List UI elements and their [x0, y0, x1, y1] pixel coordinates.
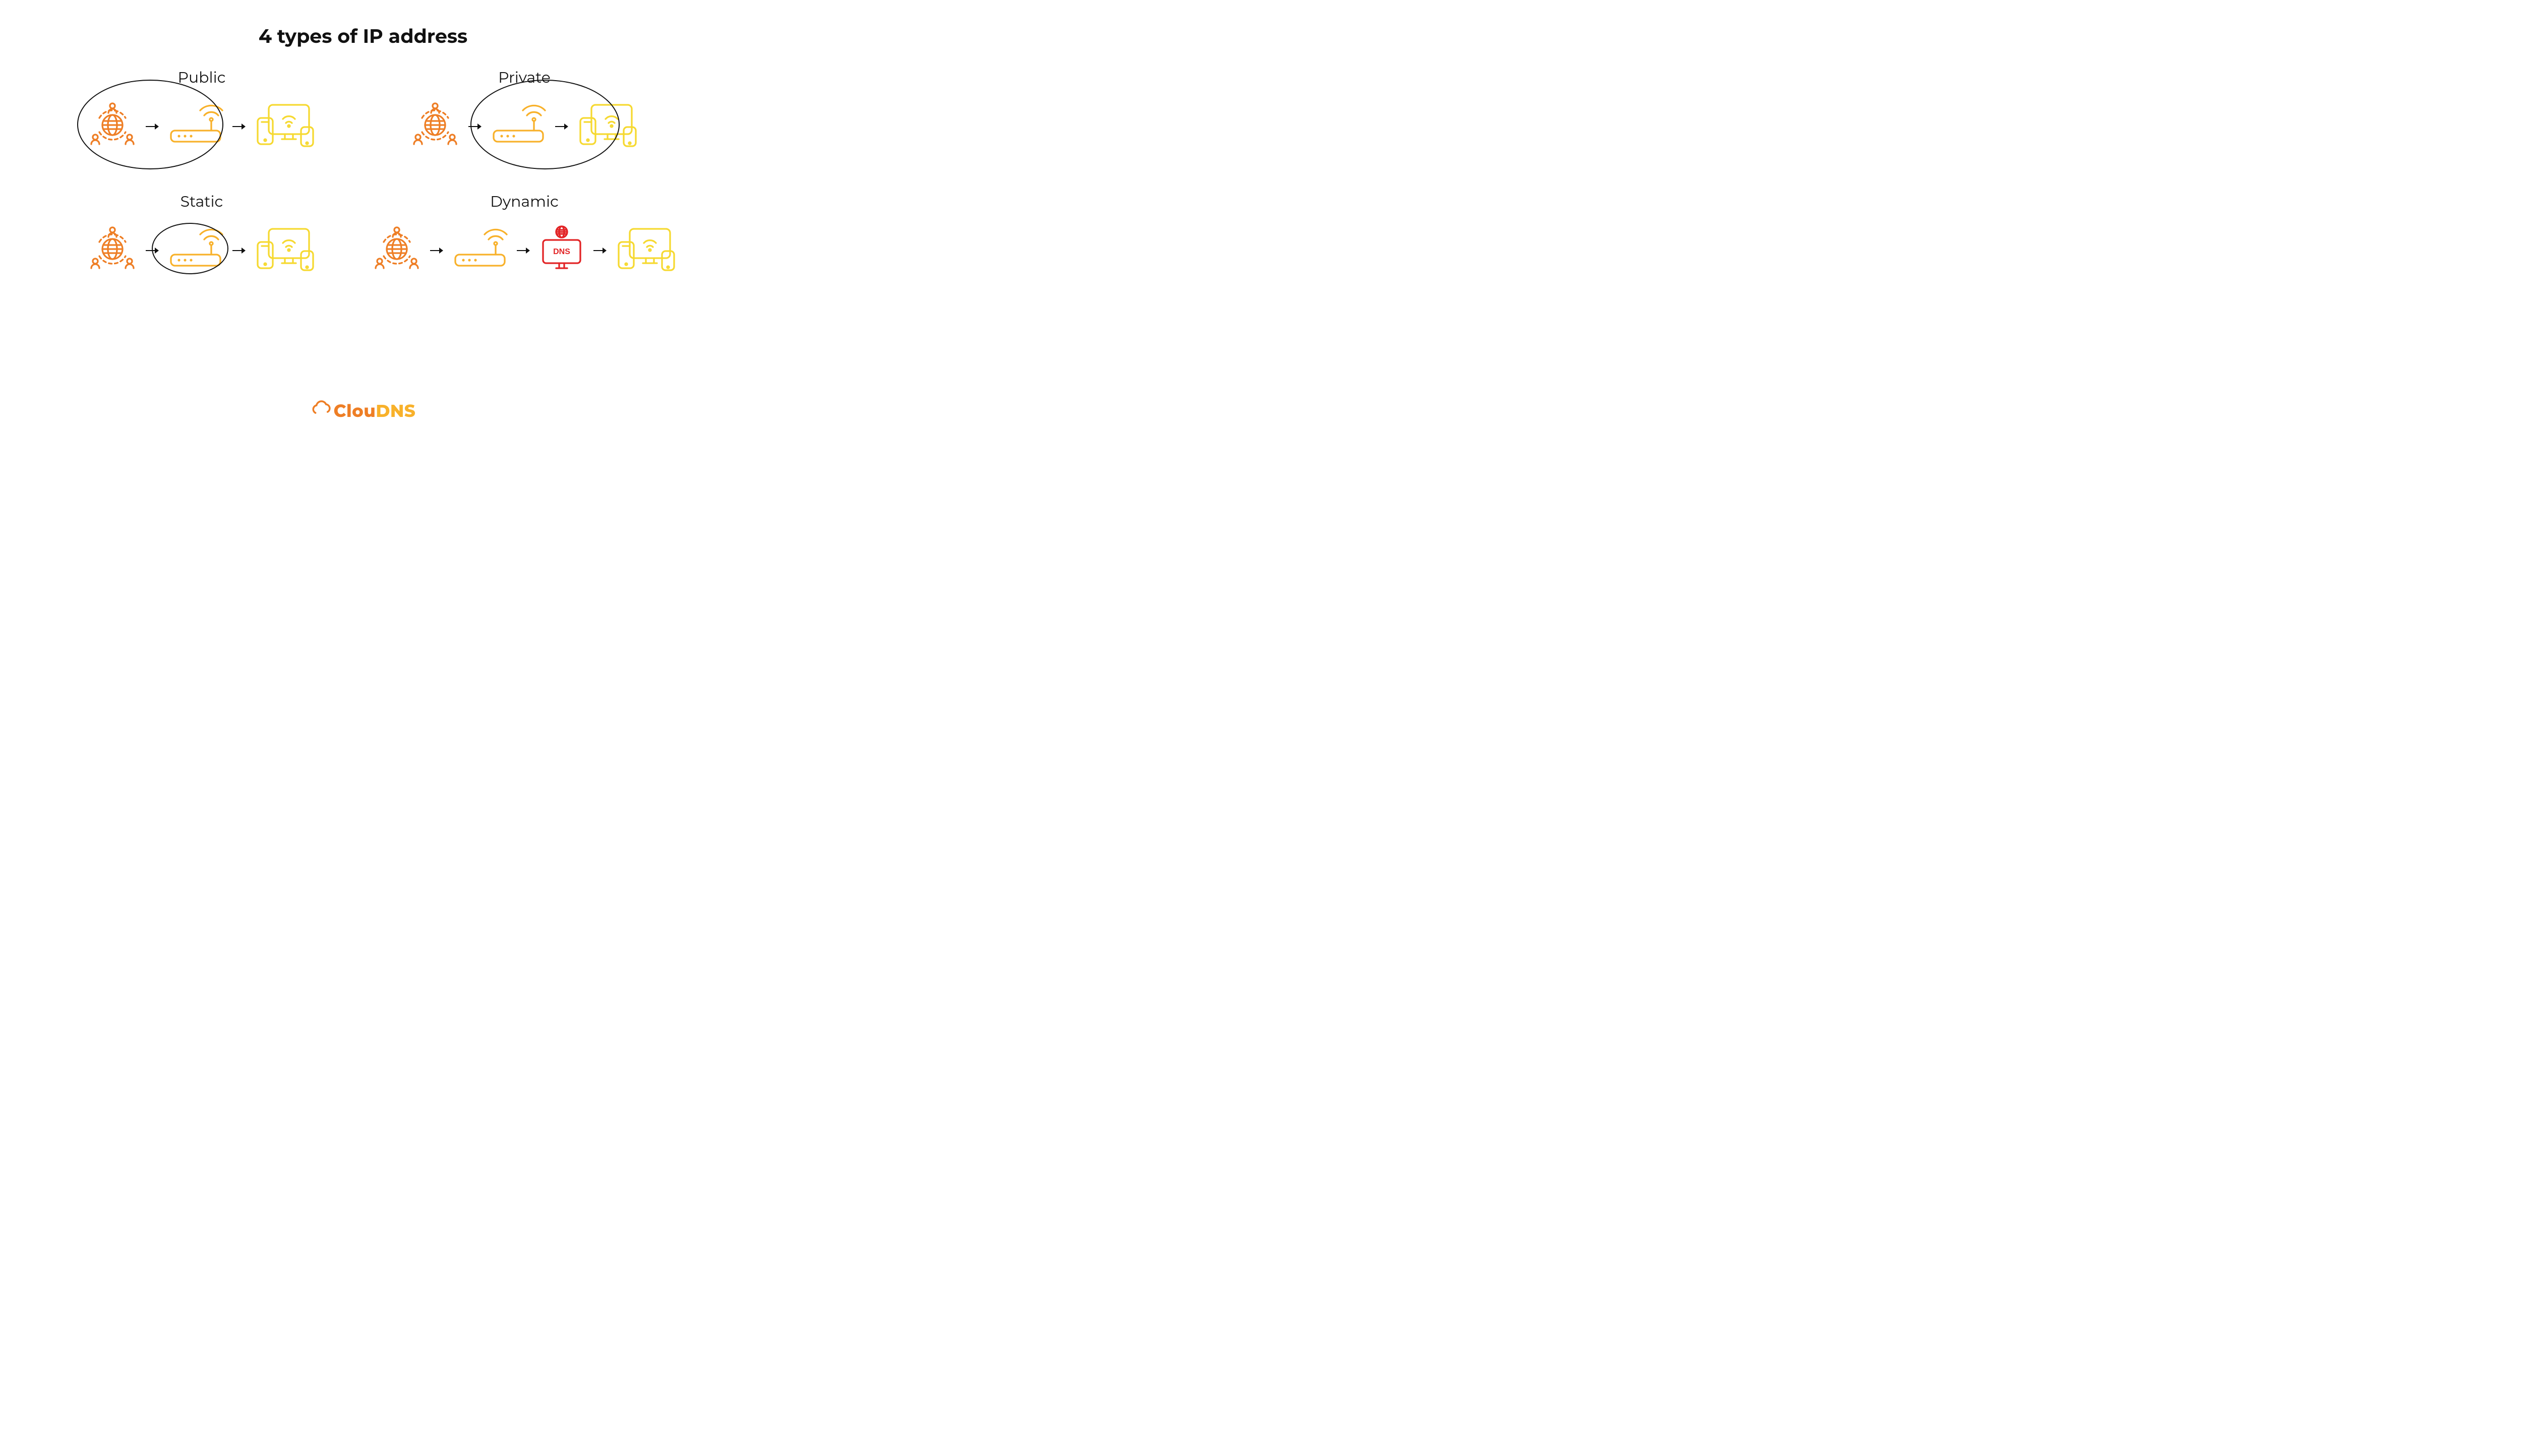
cell-static: Static	[40, 192, 363, 276]
logo-text: ClouDNS	[334, 402, 416, 419]
router-icon	[168, 228, 223, 272]
diagram-grid: Public	[0, 48, 726, 276]
router-icon	[452, 228, 508, 272]
router-icon	[491, 104, 546, 148]
cell-dynamic: Dynamic	[363, 192, 686, 276]
arrow-icon	[232, 123, 246, 130]
row-dynamic: DNS	[373, 225, 676, 276]
logo-left: Clou	[334, 400, 376, 421]
cloud-icon	[311, 400, 333, 419]
devices-icon	[255, 225, 315, 276]
arrow-icon	[468, 123, 482, 130]
label-public: Public	[177, 68, 225, 87]
devices-icon	[255, 101, 315, 152]
arrow-icon	[146, 247, 159, 254]
router-icon	[168, 104, 223, 148]
devices-icon	[616, 225, 676, 276]
devices-icon	[577, 101, 638, 152]
row-private	[411, 101, 638, 152]
arrow-icon	[555, 123, 568, 130]
arrow-icon	[232, 247, 246, 254]
globe-users-icon	[88, 101, 137, 152]
arrow-icon	[517, 247, 530, 254]
arrow-icon	[146, 123, 159, 130]
arrow-icon	[430, 247, 443, 254]
dns-label: DNS	[553, 248, 570, 256]
brand-logo: ClouDNS	[311, 400, 416, 419]
globe-users-icon	[373, 225, 421, 276]
globe-users-icon	[411, 101, 459, 152]
row-static	[88, 225, 315, 276]
label-private: Private	[498, 68, 551, 87]
arrow-icon	[593, 247, 607, 254]
cell-public: Public	[40, 68, 363, 152]
label-static: Static	[181, 192, 223, 211]
cell-private: Private	[363, 68, 686, 152]
logo-right: DNS	[376, 400, 415, 421]
globe-users-icon	[88, 225, 137, 276]
row-public	[88, 101, 315, 152]
dns-server-icon: DNS	[539, 225, 584, 276]
label-dynamic: Dynamic	[490, 192, 559, 211]
page-title: 4 types of IP address	[0, 24, 726, 48]
